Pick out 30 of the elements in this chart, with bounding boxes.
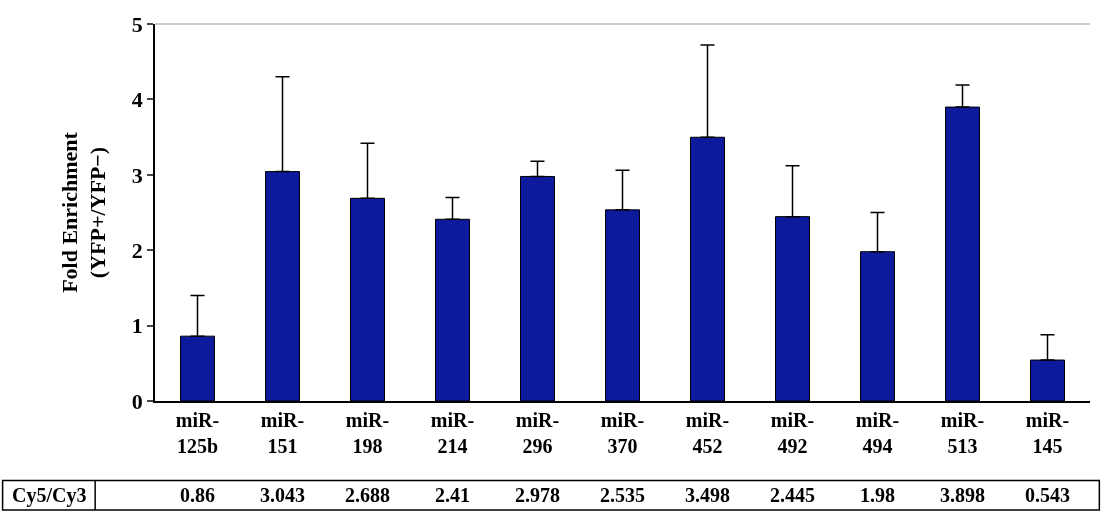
y-tick-label: 4 bbox=[131, 87, 143, 113]
x-tick-label: miR-296 bbox=[515, 408, 560, 457]
data-label: 2.688 bbox=[345, 484, 390, 506]
x-tick-label: miR-492 bbox=[770, 408, 815, 457]
x-tick-label: miR-125b bbox=[175, 408, 220, 457]
data-label: 1.98 bbox=[860, 484, 895, 506]
data-label: 3.043 bbox=[260, 484, 305, 506]
y-tick-label: 5 bbox=[131, 11, 143, 37]
data-label: 2.535 bbox=[600, 484, 645, 506]
data-label: 3.498 bbox=[685, 484, 730, 506]
data-label: 3.898 bbox=[940, 484, 985, 506]
data-label: 2.978 bbox=[515, 484, 560, 506]
x-tick-label: miR-370 bbox=[600, 408, 645, 457]
text: Cy5/Cy3 bbox=[12, 484, 87, 507]
data-label: 0.86 bbox=[180, 484, 215, 506]
x-tick-label: miR-494 bbox=[855, 408, 900, 457]
x-tick-label: miR-151 bbox=[260, 408, 305, 457]
y-tick-label: 2 bbox=[131, 237, 143, 263]
x-tick-label: miR-214 bbox=[430, 408, 475, 457]
y-tick-label: 3 bbox=[131, 162, 143, 188]
x-tick-label: miR-452 bbox=[685, 408, 730, 457]
data-label: 0.543 bbox=[1025, 484, 1070, 506]
y-tick-label: 1 bbox=[131, 313, 143, 339]
x-tick-label: miR-198 bbox=[345, 408, 390, 457]
data-label: 2.41 bbox=[435, 484, 470, 506]
y-axis-title: Fold Enrichment (YFP+/YFP−) bbox=[56, 131, 111, 293]
y-tick-label: 0 bbox=[131, 388, 143, 414]
data-label: 2.445 bbox=[770, 484, 815, 506]
x-tick-label: miR-145 bbox=[1025, 408, 1070, 457]
x-tick-label: miR-513 bbox=[940, 408, 985, 457]
